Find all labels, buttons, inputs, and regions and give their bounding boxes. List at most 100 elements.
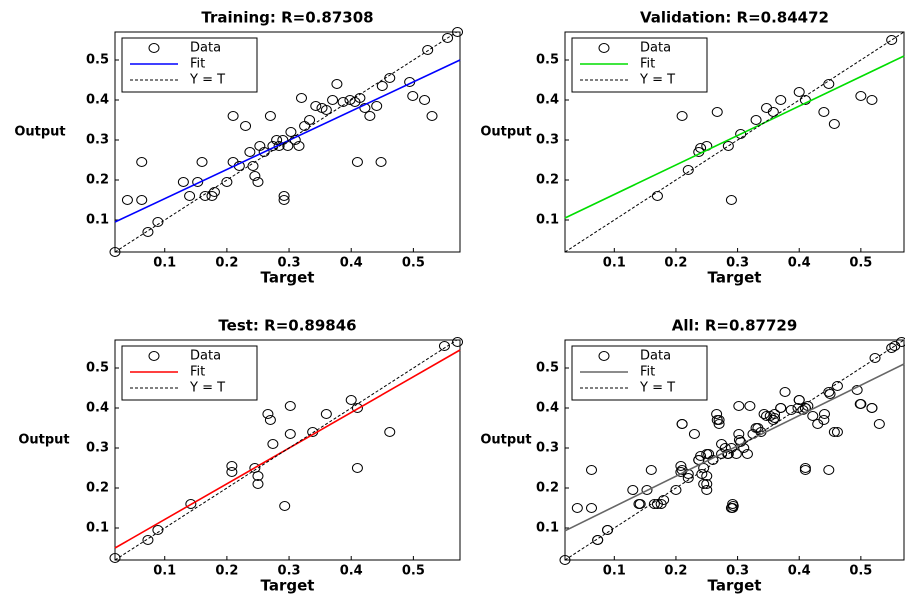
data-point [284,401,296,411]
legend-box [121,345,258,401]
data-point [744,401,756,411]
y-axis-label: Output [18,433,69,448]
data-point [351,463,363,473]
x-tick-label: 0.4 [340,256,363,271]
data-point [442,33,454,43]
data-point [711,107,723,117]
legend-label: Fit [190,365,205,380]
data-point [247,161,259,171]
data-point [184,191,196,201]
data-point [419,95,431,105]
data-point [701,479,713,489]
x-tick-label: 0.2 [664,256,687,271]
x-tick-label: 0.2 [215,564,238,579]
data-point [711,409,723,419]
y-tick-label: 0.1 [86,521,109,536]
data-point [831,381,843,391]
data-point [438,341,450,351]
data-point [271,135,283,145]
data-point [264,111,276,121]
data-point [828,119,840,129]
data-point [278,191,290,201]
legend-label: Data [640,349,671,364]
data-point [641,485,653,495]
data-point [767,415,779,425]
data-point [249,171,261,181]
y-tick-label: 0.1 [536,213,559,228]
x-tick-label: 0.5 [849,564,872,579]
data-point [452,337,464,347]
data-point [264,415,276,425]
data-point [627,485,639,495]
y-tick-label: 0.1 [86,213,109,228]
data-point [767,107,779,117]
data-point [645,465,657,475]
data-point [866,403,878,413]
data-point [823,387,835,397]
y-tick-label: 0.1 [536,521,559,536]
x-tick-label: 0.3 [726,564,749,579]
legend-label: Y = T [639,73,675,88]
data-point [886,343,898,353]
data-point [142,227,154,237]
data-point [828,427,840,437]
y-tick-label: 0.5 [86,53,109,68]
data-point [722,449,734,459]
data-point [376,81,388,91]
data-point [320,409,332,419]
data-point [142,535,154,545]
data-point [371,101,383,111]
x-axis-label: Target [708,269,762,287]
y-tick-label: 0.2 [86,481,109,496]
data-point [351,157,363,167]
data-point [713,415,725,425]
legend-box [121,37,258,93]
subplot-title: All: R=0.87729 [672,317,798,335]
data-point [407,91,419,101]
data-point [775,403,787,413]
subplot-title: Test: R=0.89846 [218,317,356,335]
data-point [244,147,256,157]
data-point [733,429,745,439]
y-tick-label: 0.2 [86,173,109,188]
x-tick-label: 0.4 [340,564,363,579]
data-point [725,503,737,513]
data-point [634,499,646,509]
legend-label: Y = T [189,73,225,88]
x-tick-label: 0.4 [788,564,811,579]
y-tick-label: 0.2 [536,481,559,496]
data-point [375,157,387,167]
y-tick-label: 0.5 [536,361,559,376]
subplot-title: Training: R=0.87308 [201,9,373,27]
data-point [676,419,688,429]
x-tick-label: 0.3 [278,256,301,271]
data-point [896,337,905,347]
legend-label: Fit [190,57,205,72]
data-point [426,111,438,121]
data-point [359,103,371,113]
legend-marker [598,351,610,361]
data-point [192,177,204,187]
data-point [793,395,805,405]
x-axis-label: Target [261,577,315,595]
y-tick-label: 0.3 [86,133,109,148]
x-tick-label: 0.2 [664,564,687,579]
identity-line [114,339,458,561]
data-point [285,127,297,137]
data-point [733,401,745,411]
data-point [252,479,264,489]
x-tick-label: 0.1 [153,564,176,579]
data-point [793,87,805,97]
legend-marker [148,43,160,53]
data-point [648,499,660,509]
data-point [799,463,811,473]
data-point [676,111,688,121]
data-point [267,439,279,449]
data-point [109,247,121,257]
x-tick-label: 0.1 [603,564,626,579]
legend-box [571,345,708,401]
data-point [886,35,898,45]
data-point [818,409,830,419]
data-point [196,157,208,167]
data-point [226,461,238,471]
